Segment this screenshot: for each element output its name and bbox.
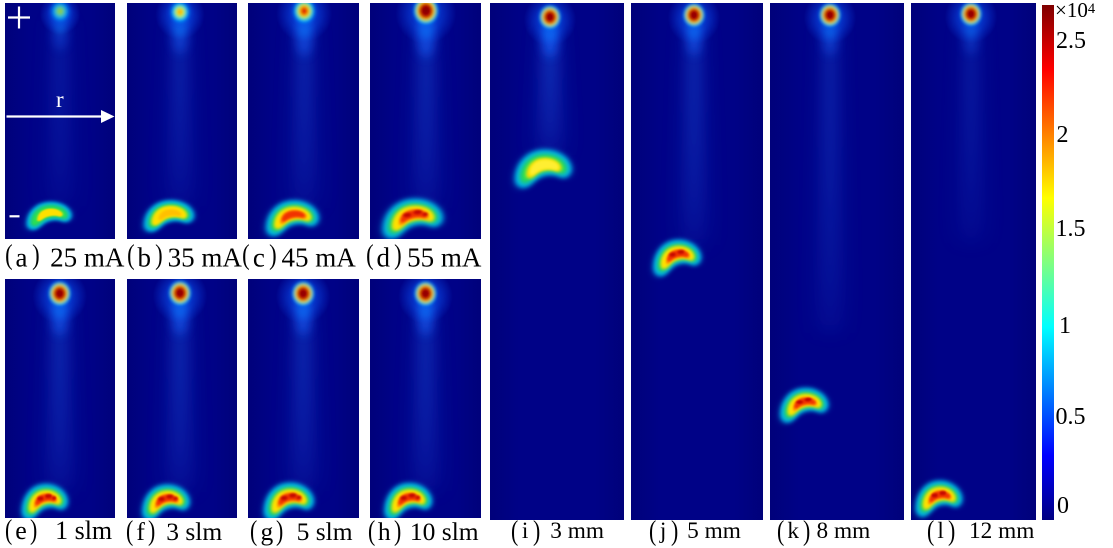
- svg-text:r: r: [56, 87, 64, 112]
